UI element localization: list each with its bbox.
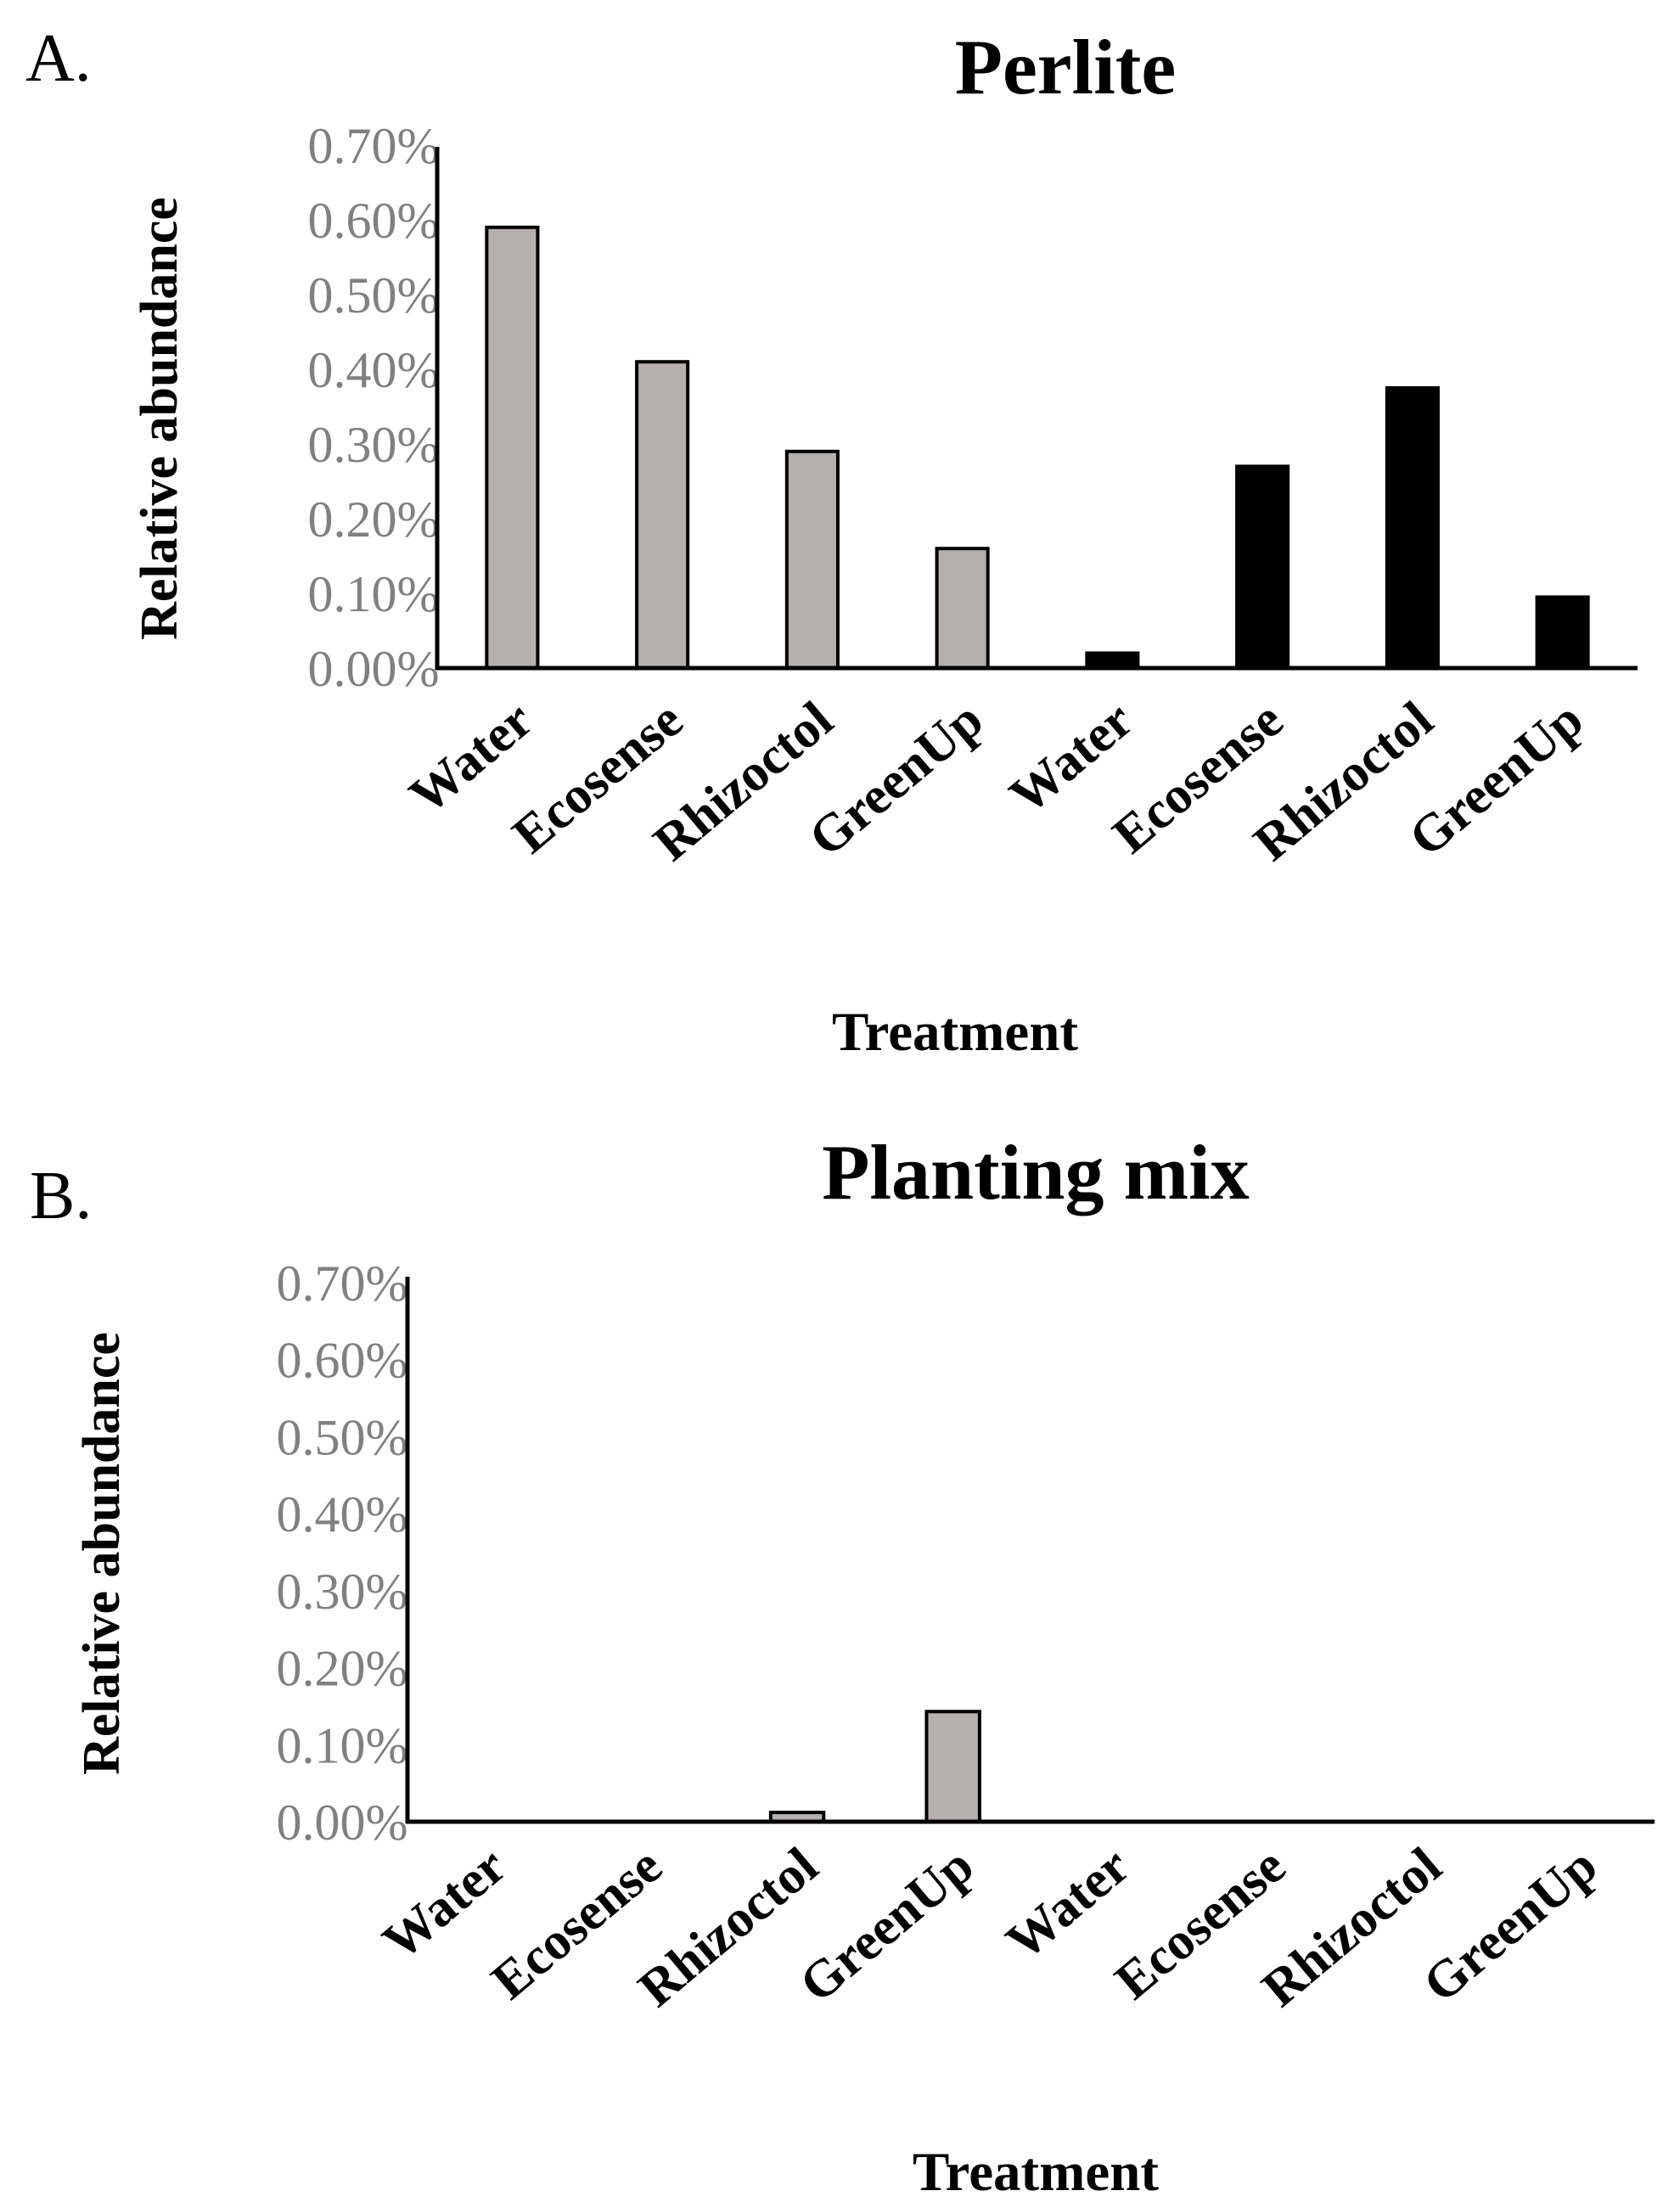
bar [1085, 651, 1140, 671]
bar [1535, 595, 1590, 671]
x-tick-label: Water [373, 1837, 517, 1971]
y-tick-label: 0.50% [308, 267, 440, 323]
y-tick-label: 0.00% [308, 641, 440, 697]
x-tick-label: GreenUp [1413, 1837, 1608, 2014]
y-tick-label: 0.00% [277, 1795, 408, 1851]
y-tick-label: 0.70% [277, 1255, 408, 1312]
y-tick-label: 0.20% [308, 492, 440, 548]
y-tick-label: 0.40% [308, 342, 440, 398]
bar [784, 449, 840, 670]
bar [485, 225, 540, 670]
panel-label: A. [25, 21, 92, 96]
x-axis-label: Treatment [832, 1002, 1078, 1063]
planting-mix-chart: B. Planting mix Relative abundance Treat… [30, 1129, 1655, 2202]
y-tick-label: 0.20% [277, 1641, 408, 1697]
perlite-chart: A. Perlite Relative abundance Treatment … [25, 21, 1638, 1063]
y-tick-label: 0.70% [308, 118, 440, 174]
x-tick-label: GreenUp [789, 1837, 985, 2014]
bar [924, 1710, 981, 1823]
y-tick-label: 0.60% [308, 193, 440, 249]
bar [935, 547, 990, 671]
bar [1385, 386, 1440, 670]
y-tick-label: 0.30% [277, 1564, 408, 1620]
chart-panel-planting-mix: B. Planting mix Relative abundance Treat… [0, 1101, 1680, 2202]
y-tick-label: 0.40% [277, 1486, 408, 1542]
y-tick-label: 0.10% [277, 1717, 408, 1773]
x-tick-label: Water [996, 1837, 1140, 1971]
bar [1235, 464, 1290, 671]
panel-label: B. [30, 1159, 92, 1233]
y-axis-label: Relative abundance [131, 197, 188, 640]
y-tick-label: 0.60% [277, 1333, 408, 1389]
x-axis-label: Treatment [913, 2142, 1159, 2202]
y-axis-label: Relative abundance [73, 1332, 131, 1775]
chart-title: Perlite [955, 24, 1176, 110]
chart-title: Planting mix [822, 1129, 1249, 1216]
y-tick-label: 0.30% [308, 417, 440, 473]
bar [635, 360, 690, 670]
y-tick-label: 0.10% [308, 566, 440, 622]
chart-panel-perlite: A. Perlite Relative abundance Treatment … [25, 21, 1638, 1063]
y-tick-label: 0.50% [277, 1409, 408, 1465]
